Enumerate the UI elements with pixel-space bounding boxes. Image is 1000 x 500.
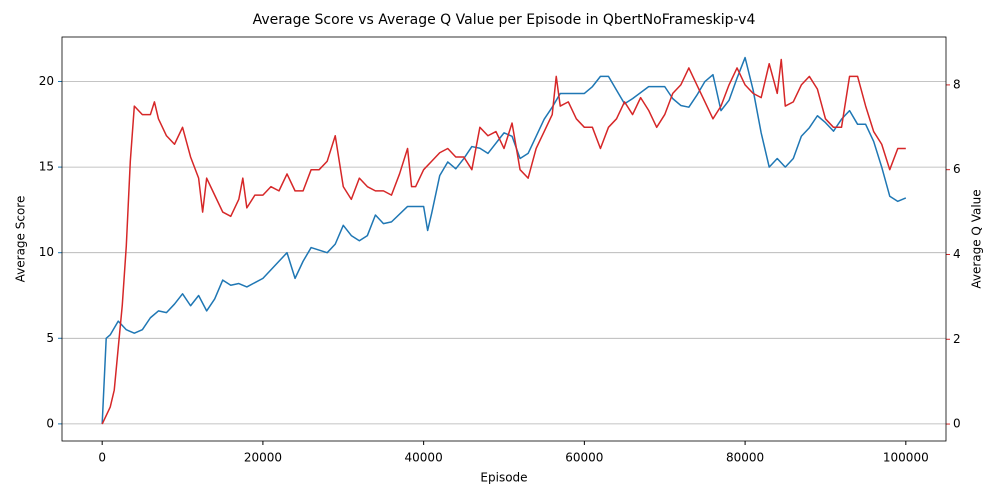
chart-title: Average Score vs Average Q Value per Epi…	[253, 12, 756, 28]
y-tick-label: 20	[39, 74, 54, 88]
plot-frame	[61, 36, 947, 442]
y2-tick-label: 8	[953, 77, 961, 91]
x-tick-label: 80000	[726, 451, 764, 465]
series-line	[101, 56, 907, 424]
x-tick-label: 0	[98, 451, 106, 465]
series-line	[101, 58, 906, 425]
y2-tick-label: 0	[953, 417, 961, 431]
y-tick-label: 10	[39, 245, 54, 259]
y-tick-label: 5	[46, 331, 54, 345]
x-axis-label: Episode	[480, 471, 527, 485]
y-tick-label: 15	[39, 160, 54, 174]
y2-axis-label: Average Q Value	[970, 189, 984, 288]
x-tick-label: 20000	[244, 451, 282, 465]
y-axis-label: Average Score	[14, 196, 28, 283]
x-tick-label: 40000	[405, 451, 443, 465]
x-tick-label: 60000	[565, 451, 603, 465]
y-tick-label: 0	[46, 416, 54, 430]
y2-tick-label: 4	[953, 247, 961, 261]
x-tick-label: 100000	[883, 451, 929, 465]
y2-tick-label: 6	[953, 162, 961, 176]
y2-tick-label: 2	[953, 332, 961, 346]
